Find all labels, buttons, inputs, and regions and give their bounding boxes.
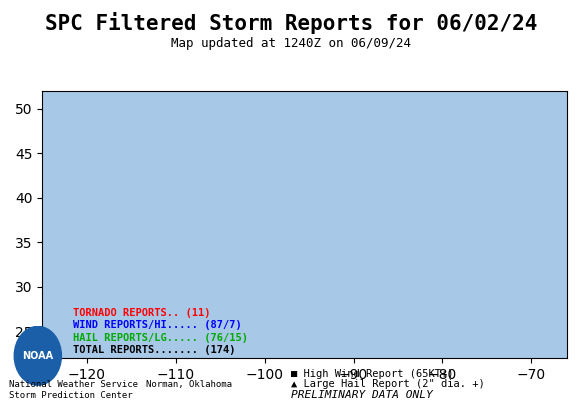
- Text: TORNADO REPORTS.. (11): TORNADO REPORTS.. (11): [73, 308, 210, 318]
- Text: HAIL REPORTS/LG..... (76/15): HAIL REPORTS/LG..... (76/15): [73, 333, 248, 343]
- Circle shape: [14, 326, 62, 385]
- Text: SPC Filtered Storm Reports for 06/02/24: SPC Filtered Storm Reports for 06/02/24: [45, 12, 537, 34]
- Text: ▲ Large Hail Report (2" dia. +): ▲ Large Hail Report (2" dia. +): [291, 379, 485, 389]
- Text: ■ High Wind Report (65KT+): ■ High Wind Report (65KT+): [291, 369, 453, 379]
- Text: NOAA: NOAA: [22, 351, 54, 361]
- Text: Norman, Oklahoma: Norman, Oklahoma: [146, 380, 232, 389]
- Text: PRELIMINARY DATA ONLY: PRELIMINARY DATA ONLY: [291, 390, 433, 400]
- Text: TOTAL REPORTS....... (174): TOTAL REPORTS....... (174): [73, 345, 235, 355]
- Text: WIND REPORTS/HI..... (87/7): WIND REPORTS/HI..... (87/7): [73, 320, 242, 330]
- Text: Map updated at 1240Z on 06/09/24: Map updated at 1240Z on 06/09/24: [171, 37, 411, 50]
- Text: National Weather Service
Storm Prediction Center: National Weather Service Storm Predictio…: [9, 380, 138, 400]
